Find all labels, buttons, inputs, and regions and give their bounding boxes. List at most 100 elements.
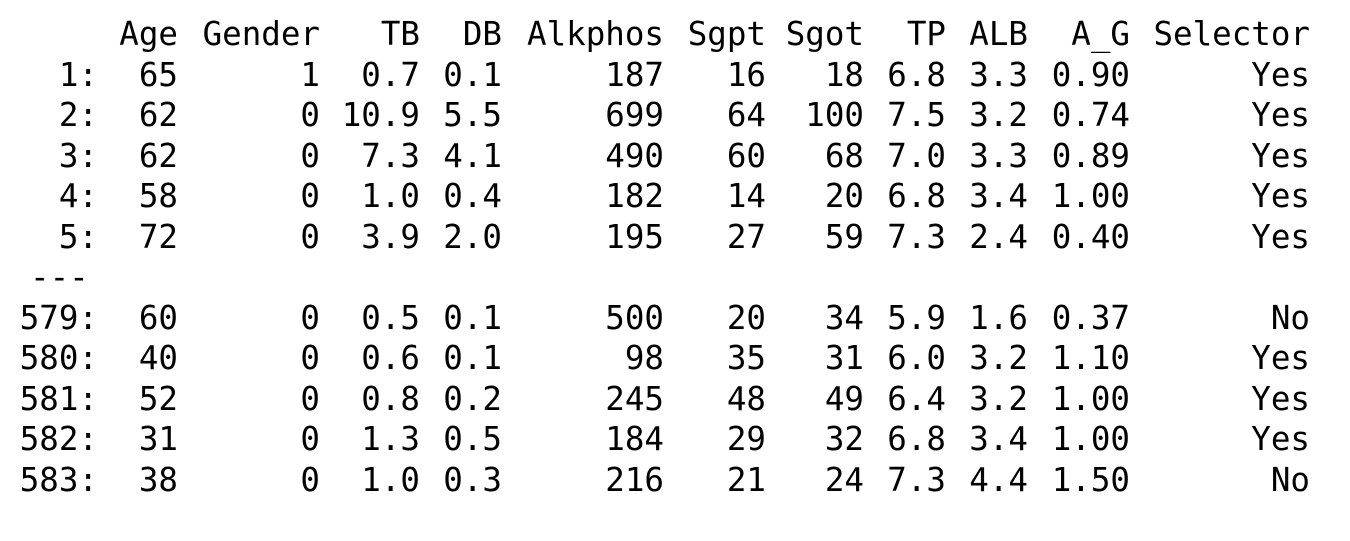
table-cell: 216 [605,460,664,499]
table-cell: 68 [824,136,864,175]
console-output: Age Gender TB DB Alkphos Sgpt Sgot TP ALB A_G Sele… [0,14,1350,500]
table-cell: Yes [1251,217,1310,256]
table-cell: 5.5 [443,96,502,134]
table-cell: 7.3 [361,136,420,175]
table-cell: 4.4 [969,460,1028,499]
table-cell: 62 [138,96,178,134]
table-cell: 1.0 [361,177,420,215]
column-header-sgot: Sgot [785,15,864,53]
table-cell: 6.8 [887,177,946,215]
table-cell: 3.3 [969,55,1028,94]
column-header-db: DB [462,15,502,53]
table-cell: 0.37 [1051,298,1130,337]
row-index: 583: [19,460,98,499]
table-cell: 195 [605,217,664,256]
table-cell: 49 [824,379,864,418]
table-row: 3: 62 0 7.3 4.1 490 60 68 7.0 3.3 0.89 Yes [0,136,1350,177]
table-cell: 182 [605,177,664,215]
table-cell: 500 [605,298,664,337]
table-cell: 490 [605,136,664,175]
table-row: 2: 62 0 10.9 5.5 699 64 100 7.5 3.2 0.74 Yes [0,95,1350,136]
table-cell: 5.9 [887,298,946,337]
column-header-gender: Gender [202,15,320,53]
table-cell: 65 [138,55,178,94]
table-cell: 59 [824,217,864,256]
table-cell: Yes [1251,420,1310,458]
table-cell: Yes [1251,96,1310,134]
table-cell: 6.4 [887,379,946,418]
table-cell: 100 [805,96,864,134]
table-cell: 245 [605,379,664,418]
table-cell: 62 [138,136,178,175]
table-cell: 2.0 [443,217,502,256]
column-header-a-g: A_G [1071,15,1130,53]
table-cell: 48 [726,379,766,418]
column-header-age: Age [119,15,178,53]
table-cell: 0 [300,420,320,458]
table-cell: 60 [138,298,178,337]
table-cell: 64 [726,96,766,134]
table-cell: 20 [726,298,766,337]
table-cell: 72 [138,217,178,256]
row-index: 2: [58,96,98,134]
table-cell: 3.4 [969,177,1028,215]
table-cell: Yes [1251,136,1310,175]
table-cell: 3.2 [969,96,1028,134]
table-cell: 60 [726,136,766,175]
table-cell: 1.3 [361,420,420,458]
row-index: 579: [19,298,98,337]
table-row: 5: 72 0 3.9 2.0 195 27 59 7.3 2.4 0.40 Yes [0,217,1350,258]
table-cell: 58 [138,177,178,215]
table-cell: 1.0 [361,460,420,499]
row-index: 581: [19,379,98,418]
table-cell: 0.1 [443,298,502,337]
table-cell: No [1270,298,1310,337]
table-cell: 4.1 [443,136,502,175]
table-cell: 29 [726,420,766,458]
table-cell: 7.0 [887,136,946,175]
table-cell: 1.10 [1051,339,1130,377]
table-cell: 0.7 [361,55,420,94]
table-cell: 14 [726,177,766,215]
table-cell: 40 [138,339,178,377]
table-cell: 1.00 [1051,177,1130,215]
table-cell: 0 [300,96,320,134]
table-cell: 27 [726,217,766,256]
table-row: 579: 60 0 0.5 0.1 500 20 34 5.9 1.6 0.37 No [0,298,1350,339]
table-cell: 32 [824,420,864,458]
table-cell: 52 [138,379,178,418]
table-cell: 0.5 [443,420,502,458]
table-cell: 18 [824,55,864,94]
table-cell: 0.1 [443,55,502,94]
table-cell: 98 [624,339,664,377]
table-cell: 0.1 [443,339,502,377]
table-body-top: 1: 65 1 0.7 0.1 187 16 18 6.8 3.3 0.90 Yes 2: 62 0 10.9… [0,55,1350,258]
table-row: 4: 58 0 1.0 0.4 182 14 20 6.8 3.4 1.00 Yes [0,176,1350,217]
table-cell: 0 [300,136,320,175]
column-header-tb: TB [380,15,420,53]
table-cell: 7.5 [887,96,946,134]
table-cell: 10.9 [341,96,420,134]
row-index: 3: [58,136,98,175]
table-cell: Yes [1251,379,1310,418]
table-cell: 0 [300,217,320,256]
table-cell: 3.2 [969,339,1028,377]
column-header-selector: Selector [1153,15,1310,53]
row-index: 5: [58,217,98,256]
table-cell: 2.4 [969,217,1028,256]
table-cell: 3.2 [969,379,1028,418]
table-cell: 0.8 [361,379,420,418]
table-cell: 6.8 [887,55,946,94]
table-row: 583: 38 0 1.0 0.3 216 21 24 7.3 4.4 1.50 No [0,460,1350,501]
table-cell: 0.2 [443,379,502,418]
table-cell: 7.3 [887,460,946,499]
table-cell: 34 [824,298,864,337]
table-cell: 0 [300,298,320,337]
table-cell: 0 [300,379,320,418]
row-index: 4: [58,177,98,215]
table-cell: Yes [1251,177,1310,215]
table-cell: 31 [138,420,178,458]
table-row: 581: 52 0 0.8 0.2 245 48 49 6.4 3.2 1.00 Yes [0,379,1350,420]
table-cell: 0.4 [443,177,502,215]
table-cell: 0.74 [1051,96,1130,134]
